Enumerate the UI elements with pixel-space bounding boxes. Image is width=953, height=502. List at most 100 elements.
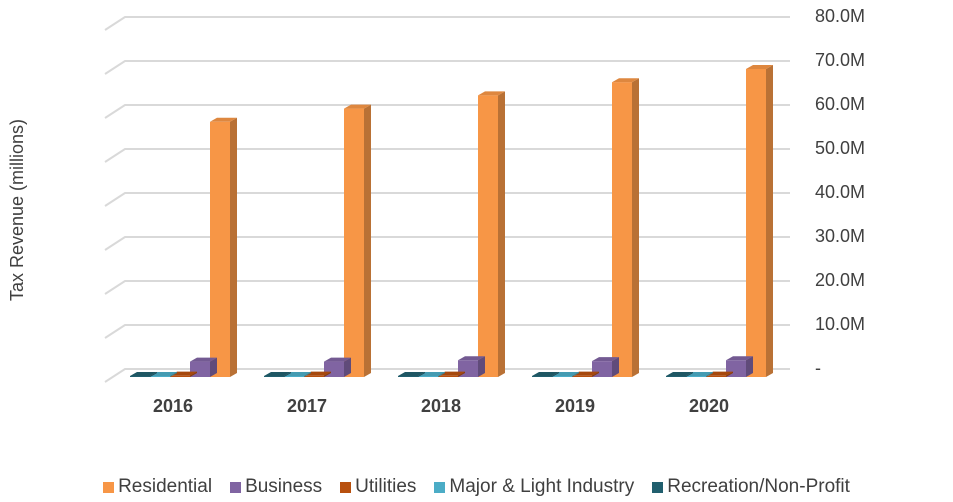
- bar-front: [706, 375, 726, 377]
- bar-side: [478, 356, 485, 377]
- legend-swatch: [340, 481, 352, 493]
- grid-line: [104, 192, 790, 207]
- bar: [344, 104, 371, 377]
- y-tick-label: 60.0M: [815, 94, 865, 114]
- bar-top: [532, 372, 559, 376]
- grid-line: [104, 236, 790, 251]
- bar-top: [130, 372, 157, 376]
- bar-side: [324, 371, 331, 377]
- x-tick-label: 2018: [421, 396, 461, 416]
- legend-item: Residential: [103, 476, 212, 498]
- y-tick-label: 10.0M: [815, 314, 865, 334]
- bar-side: [230, 117, 237, 378]
- legend-swatch: [652, 481, 664, 493]
- legend-swatch: [434, 481, 446, 493]
- bar-top: [210, 117, 237, 122]
- bar-side: [458, 371, 465, 377]
- y-tick-label: 50.0M: [815, 138, 865, 158]
- bar-front: [418, 376, 438, 377]
- bar-side: [706, 372, 713, 377]
- bar-front: [344, 108, 364, 377]
- bar-top: [458, 356, 485, 361]
- bar-side: [612, 357, 619, 377]
- bar: [612, 78, 639, 377]
- bar-front: [438, 375, 458, 377]
- bar-side: [592, 371, 599, 377]
- grid-line: [104, 148, 790, 163]
- legend-swatch: [103, 481, 115, 493]
- bar-side: [418, 372, 425, 377]
- bar: [264, 372, 291, 377]
- legend-swatch: [230, 481, 242, 493]
- bar-side: [572, 372, 579, 377]
- grid-line: [104, 104, 790, 119]
- bar-front: [612, 82, 632, 377]
- bar-front: [746, 69, 766, 377]
- y-axis-title: Tax Revenue (millions): [7, 119, 27, 301]
- legend-label: Major & Light Industry: [449, 476, 635, 497]
- legend-label: Utilities: [355, 476, 417, 497]
- y-tick-label: 80.0M: [815, 6, 865, 26]
- bar-side: [344, 357, 351, 377]
- y-tick-label: -: [815, 358, 821, 378]
- bar-side: [746, 356, 753, 377]
- x-tick-label: 2016: [153, 396, 193, 416]
- legend-item: Recreation/Non-Profit: [652, 476, 850, 498]
- grid-line: [104, 324, 790, 339]
- legend-label: Recreation/Non-Profit: [667, 476, 850, 497]
- bar-front: [552, 376, 572, 377]
- legend: Residential Business Utilities Major & Ligh…: [0, 476, 953, 498]
- bar: [130, 372, 157, 377]
- bar-front: [532, 376, 552, 377]
- bar-side: [726, 371, 733, 377]
- bar-top: [478, 91, 505, 96]
- bar: [398, 372, 425, 377]
- y-tick-label: 30.0M: [815, 226, 865, 246]
- y-tick-label: 20.0M: [815, 270, 865, 290]
- bar: [190, 357, 217, 377]
- bar-side: [284, 372, 291, 377]
- legend-label: Business: [245, 476, 323, 497]
- chart: Tax Revenue (millions) - 10.0M 20.0M 30.0M 4…: [7, 6, 865, 416]
- bar: [532, 372, 559, 377]
- bar-top: [398, 372, 425, 376]
- y-tick-label: 40.0M: [815, 182, 865, 202]
- bar-side: [364, 104, 371, 377]
- bar: [746, 65, 773, 377]
- bar-top: [726, 356, 753, 361]
- bar-top: [612, 78, 639, 83]
- legend-item: Business: [230, 476, 322, 498]
- bar-side: [632, 78, 639, 377]
- bar-front: [686, 376, 706, 377]
- bar-side: [304, 372, 311, 377]
- y-tick-label: 70.0M: [815, 50, 865, 70]
- bar-side: [170, 372, 177, 377]
- bar-top: [746, 65, 773, 69]
- bar-front: [304, 375, 324, 377]
- bar-top: [592, 357, 619, 362]
- bar-front: [398, 376, 418, 377]
- legend-label: Residential: [118, 476, 213, 497]
- bar-front: [284, 376, 304, 377]
- bar-front: [150, 376, 170, 377]
- bar-side: [210, 357, 217, 377]
- x-tick-label: 2017: [287, 396, 327, 416]
- bar-top: [324, 357, 351, 362]
- bar-top: [190, 357, 217, 362]
- bar: [666, 372, 693, 377]
- grid-line: [104, 368, 790, 383]
- bar-side: [498, 91, 505, 378]
- bar-front: [666, 376, 686, 377]
- bar-top: [264, 372, 291, 376]
- bar-top: [666, 372, 693, 376]
- legend-item: Major & Light Industry: [434, 476, 634, 498]
- bar-side: [150, 372, 157, 377]
- bar-front: [572, 375, 592, 377]
- bar-front: [478, 95, 498, 378]
- bar-front: [170, 375, 190, 377]
- bar-side: [686, 372, 693, 377]
- bar: [478, 91, 505, 378]
- bar-front: [210, 121, 230, 377]
- bar-front: [130, 376, 150, 377]
- grid-line: [104, 60, 790, 75]
